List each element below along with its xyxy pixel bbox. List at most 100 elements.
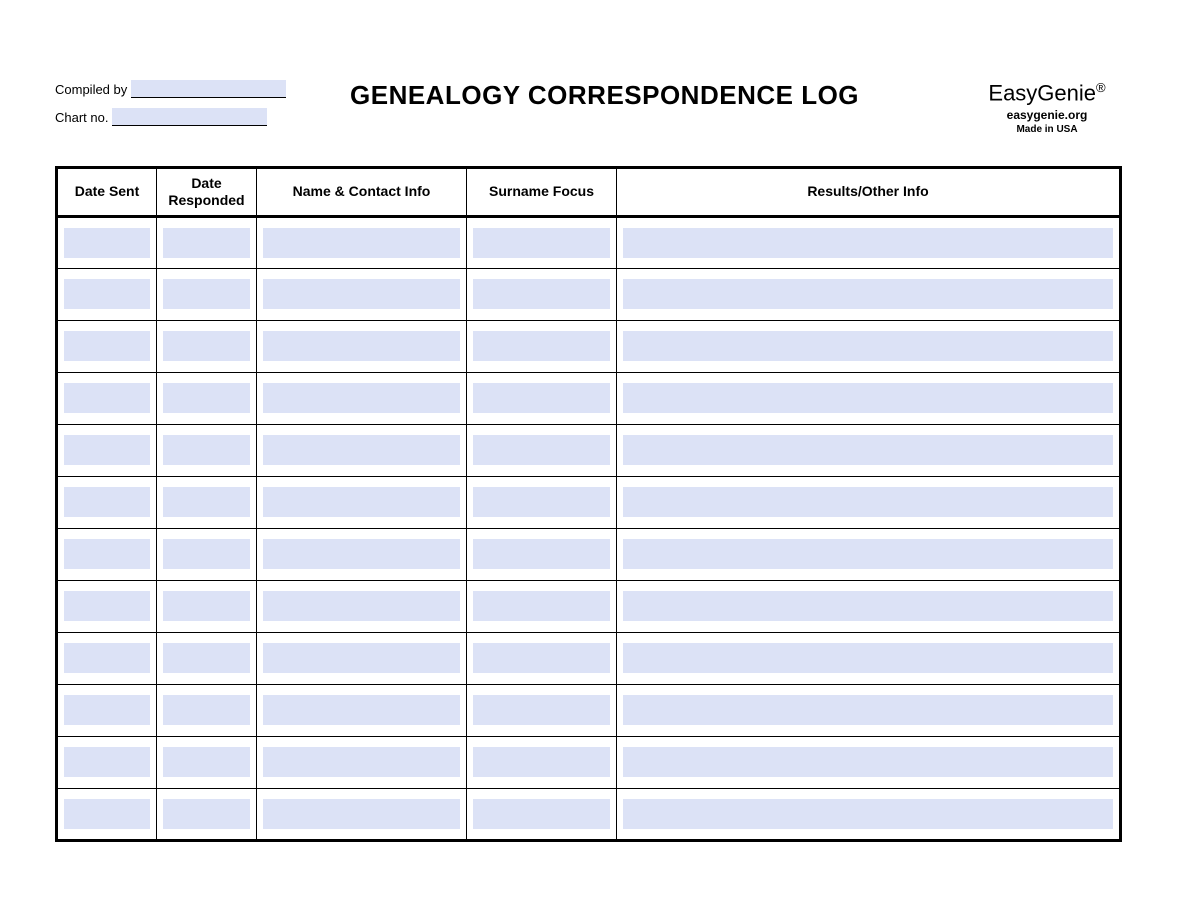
cell-input[interactable]: [64, 435, 150, 465]
chart-no-input[interactable]: [112, 108, 267, 126]
table-cell: [257, 788, 467, 840]
cell-input[interactable]: [64, 747, 150, 777]
cell-input[interactable]: [473, 747, 610, 777]
brand-registered: ®: [1096, 80, 1106, 95]
cell-input[interactable]: [263, 331, 460, 361]
brand-made-in: Made in USA: [972, 124, 1122, 135]
table-row: [57, 788, 1121, 840]
cell-input[interactable]: [623, 435, 1113, 465]
cell-input[interactable]: [623, 695, 1113, 725]
cell-input[interactable]: [64, 799, 150, 829]
cell-input[interactable]: [64, 591, 150, 621]
cell-input[interactable]: [263, 487, 460, 517]
brand-name-text: EasyGenie: [988, 80, 1096, 105]
cell-input[interactable]: [623, 228, 1113, 258]
table-row: [57, 684, 1121, 736]
cell-input[interactable]: [64, 228, 150, 258]
cell-input[interactable]: [263, 747, 460, 777]
cell-input[interactable]: [623, 331, 1113, 361]
table-cell: [57, 216, 157, 268]
cell-input[interactable]: [263, 435, 460, 465]
cell-input[interactable]: [473, 383, 610, 413]
cell-input[interactable]: [64, 695, 150, 725]
cell-input[interactable]: [473, 695, 610, 725]
cell-input[interactable]: [623, 643, 1113, 673]
cell-input[interactable]: [473, 591, 610, 621]
cell-input[interactable]: [163, 487, 250, 517]
table-row: [57, 580, 1121, 632]
table-cell: [57, 632, 157, 684]
cell-input[interactable]: [64, 279, 150, 309]
cell-input[interactable]: [263, 383, 460, 413]
cell-input[interactable]: [263, 279, 460, 309]
table-cell: [467, 372, 617, 424]
cell-input[interactable]: [623, 591, 1113, 621]
cell-input[interactable]: [473, 331, 610, 361]
cell-input[interactable]: [163, 799, 250, 829]
cell-input[interactable]: [473, 279, 610, 309]
correspondence-log-table: Date Sent DateResponded Name & Contact I…: [55, 166, 1122, 842]
cell-input[interactable]: [64, 539, 150, 569]
compiled-by-label: Compiled by: [55, 82, 127, 97]
table-cell: [467, 424, 617, 476]
cell-input[interactable]: [623, 799, 1113, 829]
cell-input[interactable]: [473, 799, 610, 829]
table-cell: [257, 216, 467, 268]
table-cell: [617, 372, 1121, 424]
table-cell: [257, 320, 467, 372]
brand-url: easygenie.org: [972, 108, 1122, 122]
cell-input[interactable]: [473, 539, 610, 569]
table-cell: [157, 216, 257, 268]
table-body: [57, 216, 1121, 840]
title-block: GENEALOGY CORRESPONDENCE LOG: [335, 80, 972, 111]
table-cell: [257, 684, 467, 736]
cell-input[interactable]: [163, 435, 250, 465]
cell-input[interactable]: [623, 747, 1113, 777]
cell-input[interactable]: [163, 539, 250, 569]
cell-input[interactable]: [473, 487, 610, 517]
table-cell: [617, 632, 1121, 684]
cell-input[interactable]: [623, 383, 1113, 413]
cell-input[interactable]: [473, 435, 610, 465]
cell-input[interactable]: [623, 279, 1113, 309]
table-row: [57, 632, 1121, 684]
table-row: [57, 268, 1121, 320]
cell-input[interactable]: [473, 228, 610, 258]
cell-input[interactable]: [263, 228, 460, 258]
table-cell: [257, 736, 467, 788]
cell-input[interactable]: [263, 643, 460, 673]
cell-input[interactable]: [163, 331, 250, 361]
cell-input[interactable]: [163, 228, 250, 258]
cell-input[interactable]: [623, 487, 1113, 517]
table-cell: [467, 736, 617, 788]
cell-input[interactable]: [263, 799, 460, 829]
table-cell: [257, 528, 467, 580]
cell-input[interactable]: [163, 591, 250, 621]
table-cell: [157, 476, 257, 528]
cell-input[interactable]: [64, 331, 150, 361]
cell-input[interactable]: [473, 643, 610, 673]
cell-input[interactable]: [64, 383, 150, 413]
table-cell: [257, 424, 467, 476]
compiled-by-input[interactable]: [131, 80, 286, 98]
table-cell: [467, 216, 617, 268]
cell-input[interactable]: [263, 539, 460, 569]
cell-input[interactable]: [64, 643, 150, 673]
cell-input[interactable]: [163, 695, 250, 725]
page-title: GENEALOGY CORRESPONDENCE LOG: [350, 80, 972, 111]
table-cell: [617, 528, 1121, 580]
cell-input[interactable]: [263, 591, 460, 621]
cell-input[interactable]: [623, 539, 1113, 569]
col-header-date-responded: DateResponded: [157, 168, 257, 217]
table-cell: [617, 788, 1121, 840]
table-cell: [57, 268, 157, 320]
table-cell: [57, 580, 157, 632]
table-cell: [617, 216, 1121, 268]
cell-input[interactable]: [64, 487, 150, 517]
cell-input[interactable]: [163, 279, 250, 309]
cell-input[interactable]: [163, 747, 250, 777]
cell-input[interactable]: [263, 695, 460, 725]
cell-input[interactable]: [163, 383, 250, 413]
cell-input[interactable]: [163, 643, 250, 673]
table-cell: [257, 372, 467, 424]
